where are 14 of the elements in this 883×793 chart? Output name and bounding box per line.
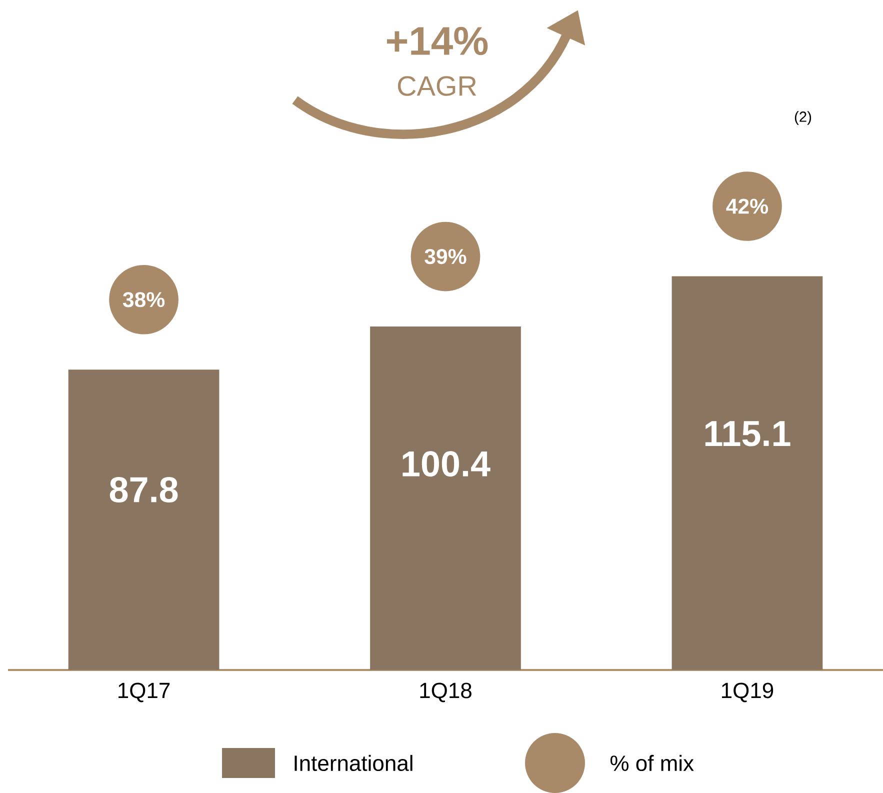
data-label: 100.4: [402, 451, 490, 477]
text: (2): [794, 111, 812, 125]
text: +14%: [386, 26, 488, 56]
text: % of mix: [610, 754, 694, 772]
x-tick-label: 1Q17: [118, 682, 170, 702]
data-label: 115.1: [705, 421, 790, 446]
data-label: 87.8: [110, 477, 178, 503]
legend-label: International: [294, 754, 412, 772]
annotation: 38%: [122, 292, 165, 308]
text: CAGR: [398, 76, 476, 96]
text: 39%: [424, 248, 466, 264]
x-tick-label: 1Q19: [722, 682, 774, 702]
text: 42%: [726, 198, 768, 214]
x-tick-label: 1Q18: [420, 682, 472, 702]
